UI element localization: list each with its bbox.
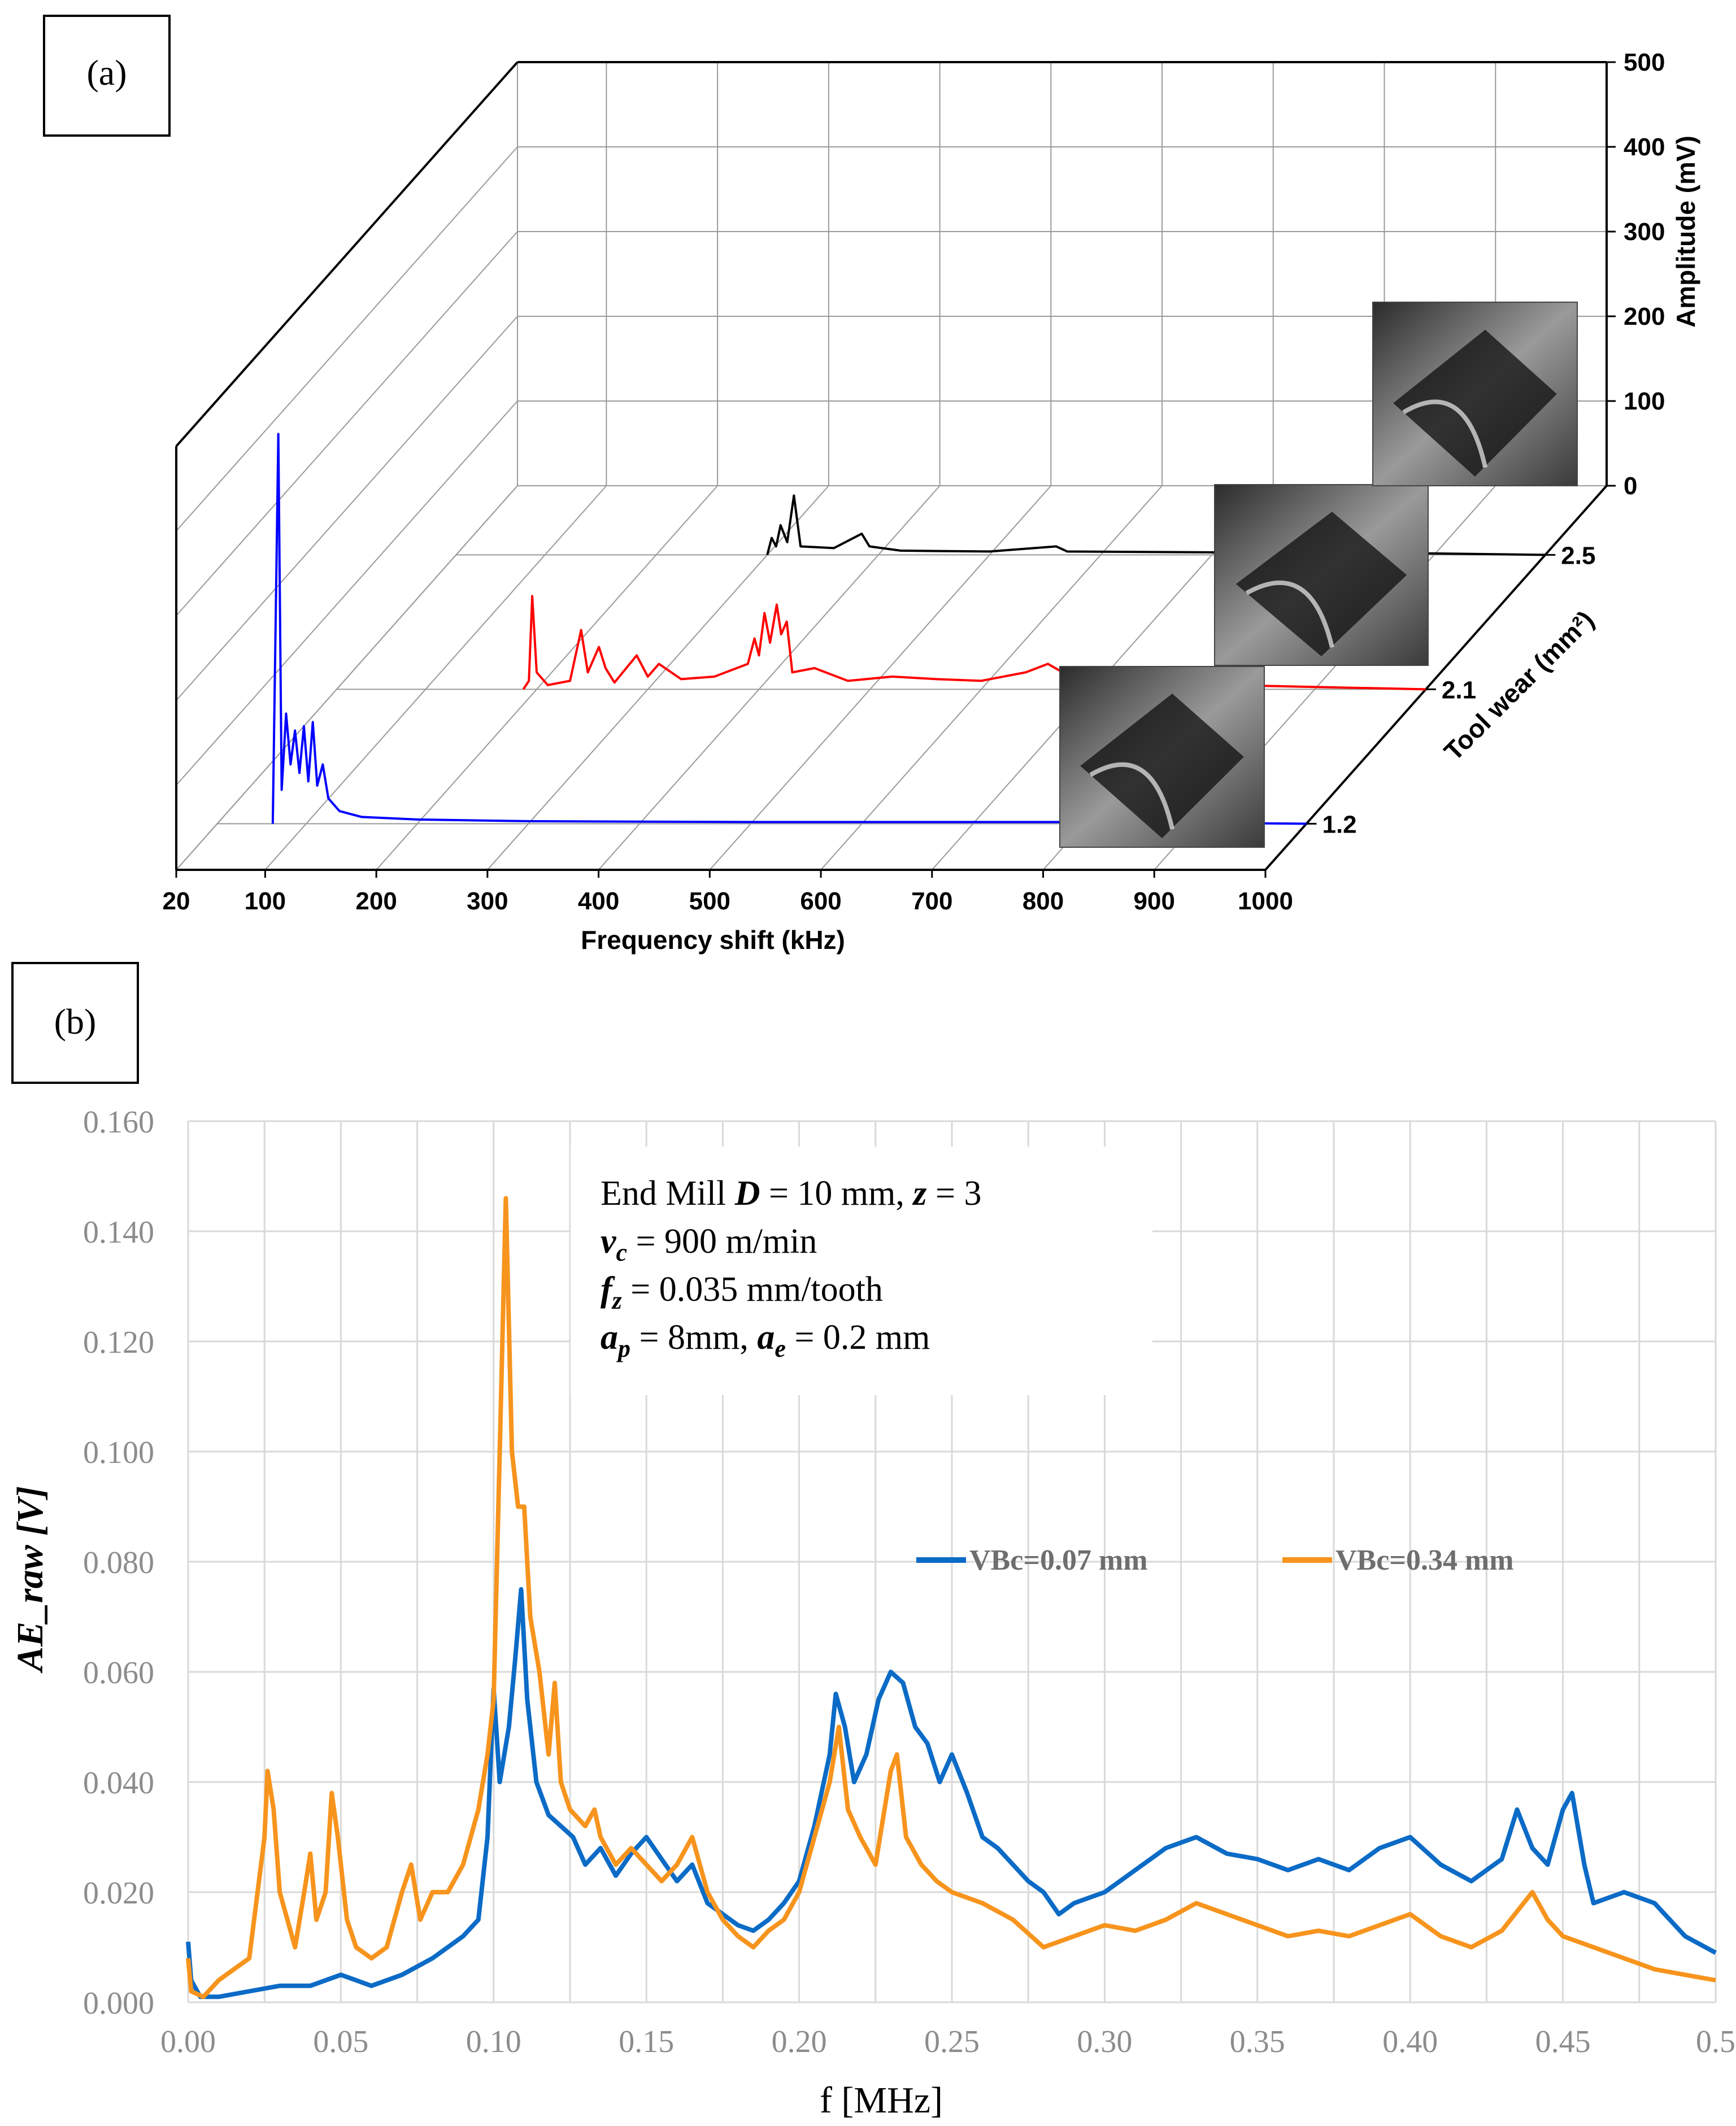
panel-b-annotation-box [571, 1147, 1152, 1395]
panel-a-3d-spectrum: (a) 20 100 200 300 400 500 600 700 800 900 1000 0 10… [43, 15, 1700, 955]
panel-a-floor-grid [264, 485, 607, 870]
panel-a-side-grid [176, 400, 518, 786]
panel-a-x-tick-label: 300 [467, 887, 508, 915]
panel-b-x-tick-label: 0.30 [1077, 2024, 1132, 2059]
panel-a-axes [175, 61, 1608, 871]
tool-wear-photo-shade [1235, 512, 1407, 656]
panel-a-y-axis-label: Amplitude (mV) [1671, 136, 1700, 328]
panel-b-series [186, 1196, 1717, 1999]
panel-b-x-tick-label: 0.25 [924, 2024, 980, 2059]
panel-b-label-box [11, 962, 139, 1084]
panel-b-ticks: 0.000 0.020 0.040 0.060 0.080 0.100 0.120 0.140… [83, 1105, 1735, 2059]
tool-wear-photo-highlight [1089, 762, 1175, 830]
tool-wear-photo [1214, 484, 1429, 666]
panel-a-floor-grid [376, 485, 718, 870]
panel-b-x-tick-label: 0.40 [1382, 2024, 1438, 2059]
panel-b-label: (b) [54, 1001, 97, 1042]
panel-a-x-tick-label: 400 [578, 887, 619, 915]
tool-wear-photo-shade [1393, 329, 1557, 477]
panel-b-series-line [186, 1196, 1716, 1999]
legend-label-vbc-007: VBc=0.07 mm [969, 1544, 1148, 1576]
panel-a-x-tick-label: 100 [245, 887, 286, 915]
panel-b-y-tick-label: 0.140 [83, 1215, 154, 1250]
panel-b-y-tick-label: 0.100 [83, 1435, 154, 1470]
legend-label-vbc-034: VBc=0.34 mm [1335, 1544, 1514, 1576]
panel-b-y-tick-label: 0.020 [83, 1876, 154, 1911]
panel-a-series-line [271, 433, 1107, 824]
tool-wear-photo-highlight [1245, 580, 1334, 648]
panel-b-x-tick-label: 0.5 [1696, 2024, 1735, 2059]
panel-a-series-line [766, 494, 1346, 555]
panel-b-y-tick-label: 0.120 [83, 1325, 154, 1360]
panel-a-z-tick-label: 2.1 [1442, 676, 1476, 704]
panel-a-floor-grid [487, 485, 829, 870]
panel-a-floor-grid [598, 485, 941, 870]
panel-a-photos [1059, 302, 1578, 848]
panel-b-legend: VBc=0.07 mm VBc=0.34 mm [916, 1544, 1514, 1576]
panel-a-side-grid [176, 231, 518, 616]
tool-wear-photo [1059, 666, 1265, 848]
panel-a-x-tick-label: 500 [689, 887, 730, 915]
panel-a-y-tick-label: 100 [1624, 387, 1665, 415]
annotation-line-2: vc = 900 m/min [601, 1222, 817, 1266]
panel-a-floor-grid [176, 485, 518, 870]
panel-a-z-tick-label: 1.2 [1322, 811, 1356, 838]
panel-b-x-tick-label: 0.00 [160, 2024, 216, 2059]
panel-a-side-grid [176, 146, 518, 532]
panel-b-x-tick-label: 0.20 [772, 2024, 827, 2059]
panel-a-label: (a) [86, 53, 127, 93]
panel-b-x-axis-label: f [MHz] [820, 2080, 943, 2121]
annotation-line-3: fz = 0.035 mm/tooth [601, 1270, 883, 1314]
panel-b-y-tick-label: 0.080 [83, 1545, 154, 1580]
panel-a-x-tick-label: 600 [800, 887, 841, 915]
panel-a-x-axis-label: Frequency shift (kHz) [581, 925, 845, 955]
panel-b-y-tick-label: 0.000 [83, 1986, 154, 2021]
panel-a-ticks: 20 100 200 300 400 500 600 700 800 900 1000 0 100 200… [163, 49, 1665, 915]
panel-a-y-tick-label: 500 [1624, 49, 1665, 76]
panel-b-x-tick-label: 0.05 [313, 2024, 368, 2059]
panel-a-z-tick-label: 2.5 [1561, 542, 1595, 569]
annotation-line-1: End Mill D = 10 mm, z = 3 [601, 1174, 982, 1213]
panel-b-x-tick-label: 0.35 [1230, 2024, 1285, 2059]
panel-a-x-tick-label: 20 [163, 887, 190, 915]
panel-a-x-tick-label: 200 [355, 887, 397, 915]
panel-b-x-tick-label: 0.10 [466, 2024, 521, 2059]
panel-b-y-axis-label: AE_raw [V] [10, 1486, 51, 1674]
tool-wear-photo-shade [1080, 694, 1244, 838]
panel-b-y-tick-label: 0.060 [83, 1656, 154, 1691]
panel-a-y-tick-label: 0 [1624, 472, 1637, 500]
panel-a-y-tick-label: 200 [1624, 303, 1665, 330]
panel-b-y-tick-label: 0.040 [83, 1766, 154, 1801]
panel-a-y-tick-label: 300 [1624, 218, 1665, 246]
panel-a-x-tick-label: 800 [1023, 887, 1064, 915]
tool-wear-photo-highlight [1402, 399, 1488, 468]
panel-b-spectrum-chart: (b) 0.0000.0200.0400.0600.0800.1000.1200… [10, 962, 1735, 2121]
panel-a-x-tick-label: 700 [911, 887, 952, 915]
tool-wear-photo [1372, 302, 1578, 486]
panel-b-x-tick-label: 0.15 [619, 2024, 674, 2059]
panel-a-axis-line [1264, 485, 1608, 871]
panel-b-x-tick-label: 0.45 [1535, 2024, 1591, 2059]
panel-b-y-tick-label: 0.160 [83, 1105, 154, 1140]
panel-a-label-box [43, 15, 171, 137]
panel-a-y-tick-label: 400 [1624, 133, 1665, 161]
panel-a-series-line [522, 595, 1226, 690]
panel-a-side-grid [176, 316, 518, 701]
panel-a-x-tick-label: 1000 [1238, 887, 1293, 915]
panel-a-axis-line [175, 61, 519, 447]
panel-a-x-tick-label: 900 [1134, 887, 1175, 915]
annotation-line-4: ap = 8mm, ae = 0.2 mm [601, 1318, 930, 1362]
